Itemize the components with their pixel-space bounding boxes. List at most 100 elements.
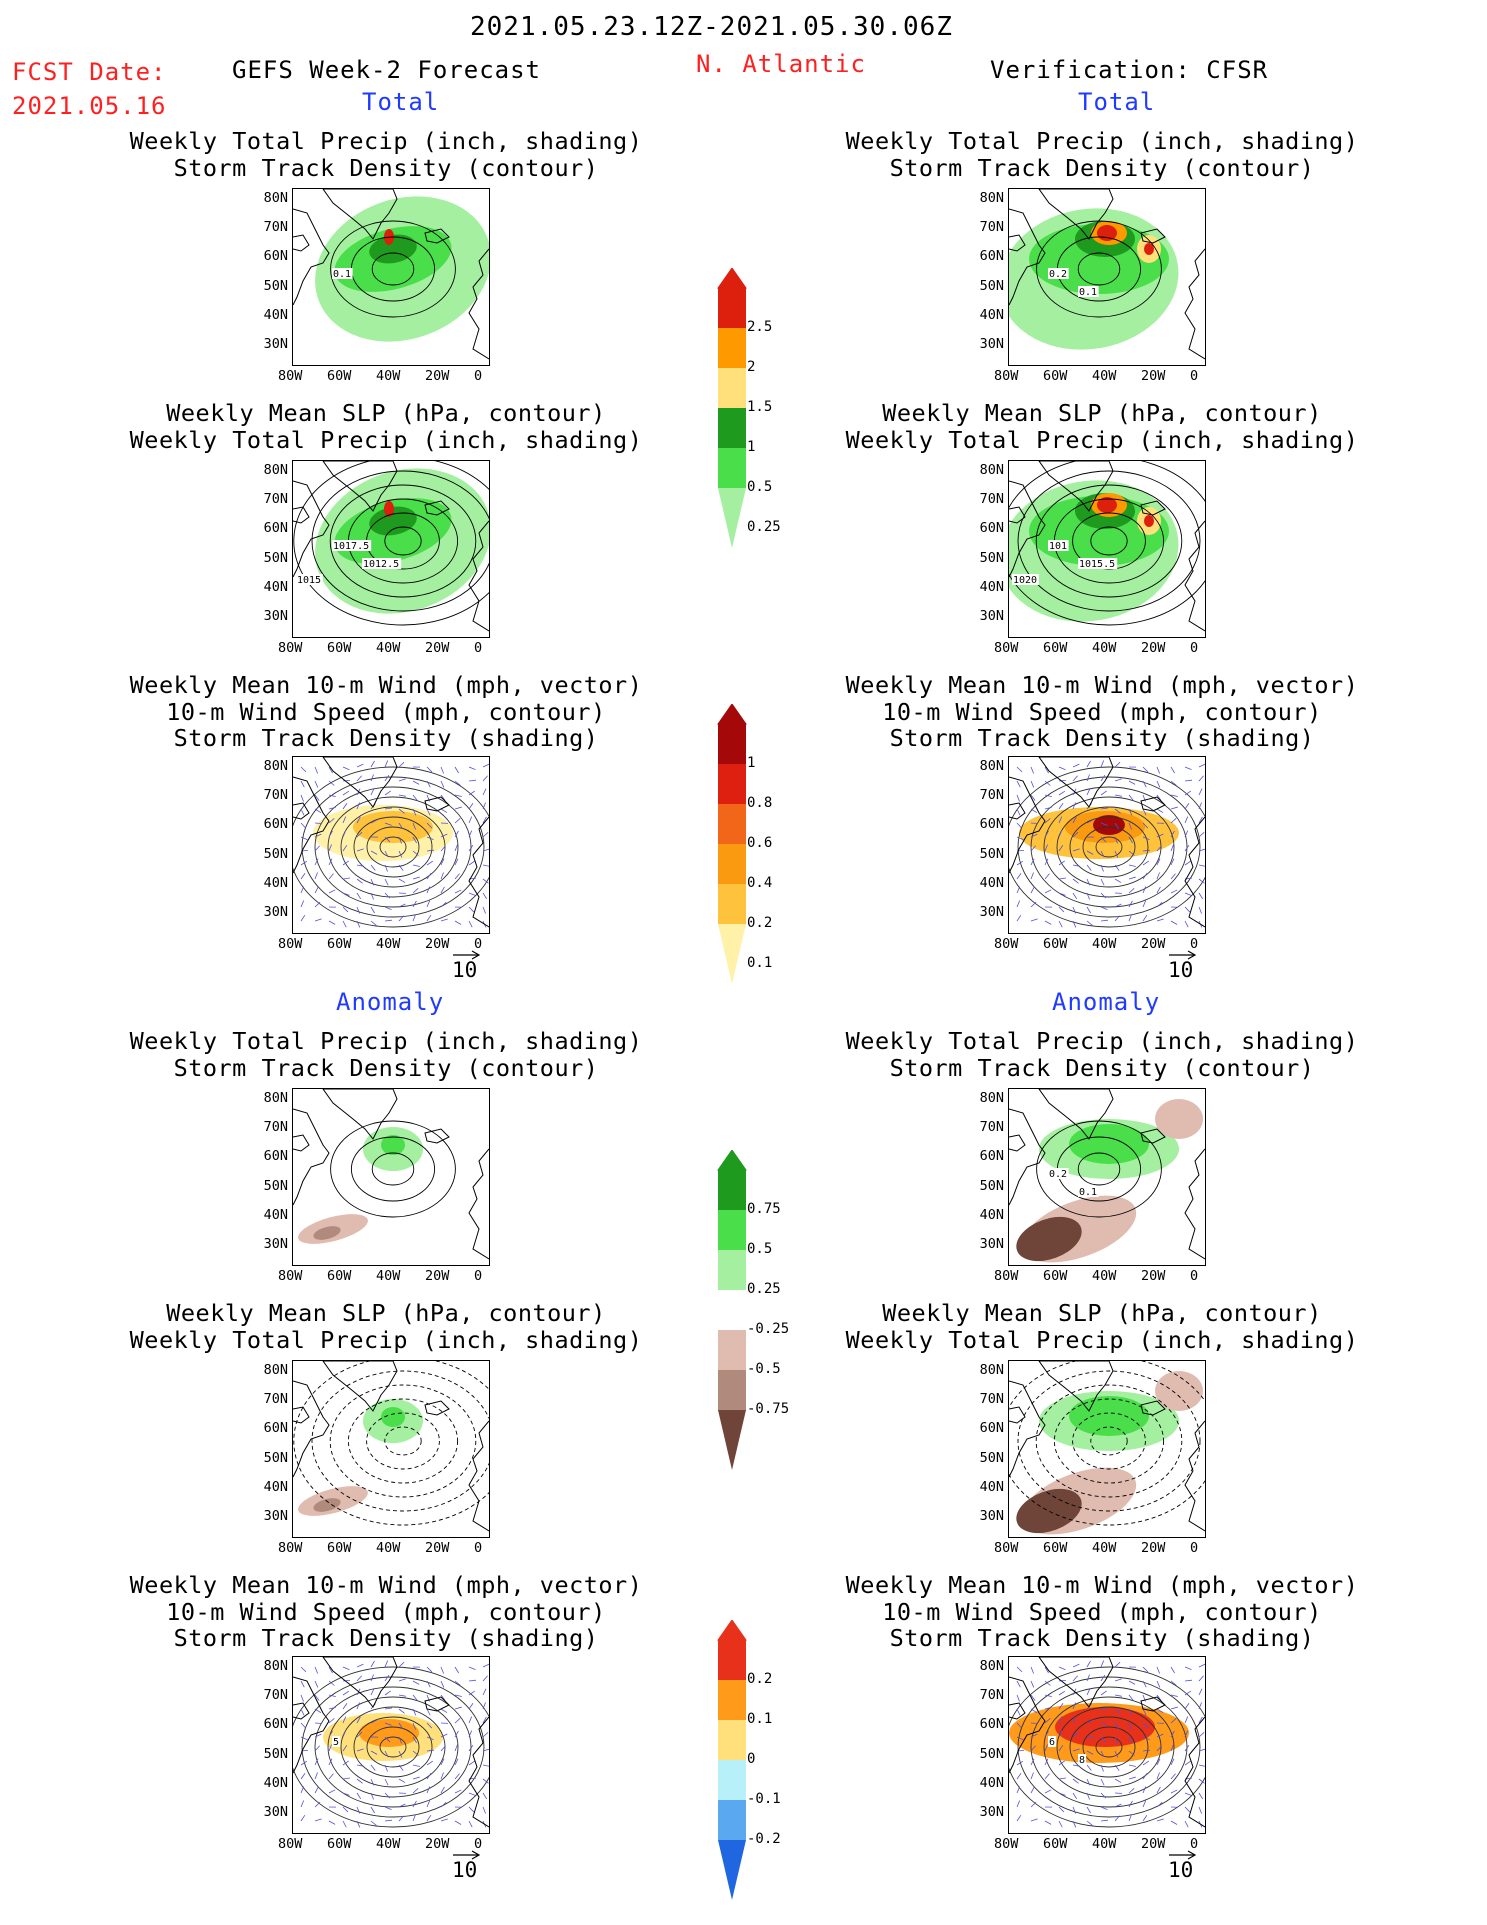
lon-tick-label: 40W xyxy=(1092,640,1117,656)
lat-tick-label: 60N xyxy=(263,1148,288,1165)
vector-ref-label: 10 xyxy=(1168,958,1194,982)
svg-text:0.1: 0.1 xyxy=(1079,1187,1097,1198)
lat-tick-label: 50N xyxy=(979,277,1004,294)
lat-tick-label: 70N xyxy=(263,1687,288,1704)
lon-tick-label: 20W xyxy=(425,368,450,384)
svg-text:0.2: 0.2 xyxy=(1049,1169,1067,1180)
lat-tick-label: 80N xyxy=(263,758,288,774)
arrow-right-icon xyxy=(453,950,481,960)
lon-tick-label: 40W xyxy=(376,1540,401,1556)
map-gefs-wind-total xyxy=(292,756,490,934)
region-title: N. Atlantic xyxy=(696,50,866,78)
lat-tick-label: 80N xyxy=(263,1658,288,1674)
colorbar-tick-label: 0.4 xyxy=(747,875,773,891)
panel-title-cfsr-slp-total: Weekly Mean SLP (hPa, contour) Weekly To… xyxy=(845,399,1359,454)
colorbar-tick-label: 1 xyxy=(747,439,756,455)
arrow-right-icon xyxy=(1169,1850,1197,1860)
lat-tick-label: 80N xyxy=(979,190,1004,206)
map-gefs-slp-total: 1017.5 1012.5 1015 xyxy=(292,460,490,638)
lat-tick-label: 60N xyxy=(263,816,288,833)
lon-tick-label: 0 xyxy=(474,368,483,384)
lon-tick-label: 60W xyxy=(1043,1836,1068,1852)
lon-tick-label: 60W xyxy=(327,1268,352,1284)
panel-title-gefs-slp-anom: Weekly Mean SLP (hPa, contour) Weekly To… xyxy=(129,1299,643,1354)
lon-tick-label: 0 xyxy=(1190,640,1199,656)
lon-tick-label: 60W xyxy=(327,936,352,952)
vector-ref-gefs-anom: 10 xyxy=(452,1850,481,1882)
lon-tick-label: 0 xyxy=(474,936,483,952)
lat-tick-label: 30N xyxy=(263,904,288,920)
panel-title-gefs-precip-anom: Weekly Total Precip (inch, shading) Stor… xyxy=(129,1027,643,1082)
colorbar-tick-label: 0.2 xyxy=(747,915,773,931)
lon-tick-label: 60W xyxy=(1043,936,1068,952)
map-cfsr-wind-total xyxy=(1008,756,1206,934)
lat-tick-label: 40N xyxy=(263,306,288,323)
lon-tick-label: 20W xyxy=(1141,368,1166,384)
lat-tick-label: 70N xyxy=(263,219,288,236)
colorbar-tick-label: -0.2 xyxy=(747,1831,781,1847)
svg-text:101: 101 xyxy=(1049,541,1067,552)
lat-tick-label: 60N xyxy=(979,248,1004,265)
lon-tick-label: 40W xyxy=(376,1268,401,1284)
map-gefs-wind-anomaly: 5 xyxy=(292,1656,490,1834)
lon-tick-label: 40W xyxy=(376,640,401,656)
lon-tick-label: 80W xyxy=(278,1540,303,1556)
fcst-date-value: 2021.05.16 xyxy=(12,92,167,120)
lat-tick-label: 80N xyxy=(263,462,288,478)
vector-ref-label: 10 xyxy=(452,1858,478,1882)
colorbar-tick-label: 0.1 xyxy=(747,955,773,971)
svg-text:1017.5: 1017.5 xyxy=(333,541,369,552)
lon-tick-label: 40W xyxy=(1092,368,1117,384)
panel-title-cfsr-wind-anom: Weekly Mean 10-m Wind (mph, vector) 10-m… xyxy=(845,1571,1359,1652)
lat-tick-label: 60N xyxy=(263,248,288,265)
lat-tick-label: 40N xyxy=(979,1206,1004,1223)
lon-tick-label: 80W xyxy=(994,1268,1019,1284)
lat-tick-label: 50N xyxy=(263,1745,288,1762)
lat-tick-label: 70N xyxy=(979,787,1004,804)
lat-tick-label: 40N xyxy=(979,306,1004,323)
forecast-title: GEFS Week-2 Forecast xyxy=(232,56,541,84)
colorbar-tick-label: 0 xyxy=(747,1751,756,1767)
lat-tick-label: 40N xyxy=(263,874,288,891)
panel-title-gefs-precip-total: Weekly Total Precip (inch, shading) Stor… xyxy=(129,127,643,182)
colorbar-tick-label: 2 xyxy=(747,359,756,375)
lat-tick-label: 80N xyxy=(979,1362,1004,1378)
panel-title-cfsr-wind-total: Weekly Mean 10-m Wind (mph, vector) 10-m… xyxy=(845,671,1359,752)
fcst-date-label: FCST Date: xyxy=(12,58,167,86)
lat-tick-label: 70N xyxy=(263,787,288,804)
panel-title-gefs-wind-anom: Weekly Mean 10-m Wind (mph, vector) 10-m… xyxy=(129,1571,643,1652)
lon-tick-label: 20W xyxy=(425,1268,450,1284)
lat-tick-label: 40N xyxy=(263,1478,288,1495)
colorbar-tick-label: 0.8 xyxy=(747,795,773,811)
colorbar-tick-label: 2.5 xyxy=(747,319,773,335)
map-cfsr-slp-total: 101 1015.5 1020 xyxy=(1008,460,1206,638)
lon-tick-label: 0 xyxy=(474,1540,483,1556)
lon-tick-label: 20W xyxy=(1141,1268,1166,1284)
lat-tick-label: 30N xyxy=(979,1804,1004,1820)
lat-tick-label: 70N xyxy=(263,491,288,508)
lat-tick-label: 30N xyxy=(263,1236,288,1252)
lon-tick-label: 60W xyxy=(327,1540,352,1556)
lon-tick-label: 20W xyxy=(425,1836,450,1852)
colorbar-tick-label: -0.75 xyxy=(747,1401,790,1417)
lat-tick-label: 30N xyxy=(263,608,288,624)
lon-tick-label: 20W xyxy=(1141,1540,1166,1556)
lat-tick-label: 60N xyxy=(979,1716,1004,1733)
colorbar-tick-label: 0.5 xyxy=(747,1241,773,1257)
lat-tick-label: 70N xyxy=(979,1687,1004,1704)
section-anomaly-left: Anomaly xyxy=(336,988,445,1016)
lat-tick-label: 60N xyxy=(979,1420,1004,1437)
lon-tick-label: 80W xyxy=(278,1268,303,1284)
lon-tick-label: 40W xyxy=(1092,1268,1117,1284)
arrow-right-icon xyxy=(1169,950,1197,960)
lon-tick-label: 80W xyxy=(994,936,1019,952)
lon-tick-label: 0 xyxy=(474,640,483,656)
lon-tick-label: 60W xyxy=(327,368,352,384)
lat-tick-label: 60N xyxy=(979,1148,1004,1165)
lon-tick-label: 0 xyxy=(1190,1268,1199,1284)
arrow-right-icon xyxy=(453,1850,481,1860)
lat-tick-label: 50N xyxy=(979,1177,1004,1194)
lat-tick-label: 30N xyxy=(979,904,1004,920)
colorbar-tick-label: 0.25 xyxy=(747,1281,781,1297)
colorbar-tick-label: 0.5 xyxy=(747,479,773,495)
